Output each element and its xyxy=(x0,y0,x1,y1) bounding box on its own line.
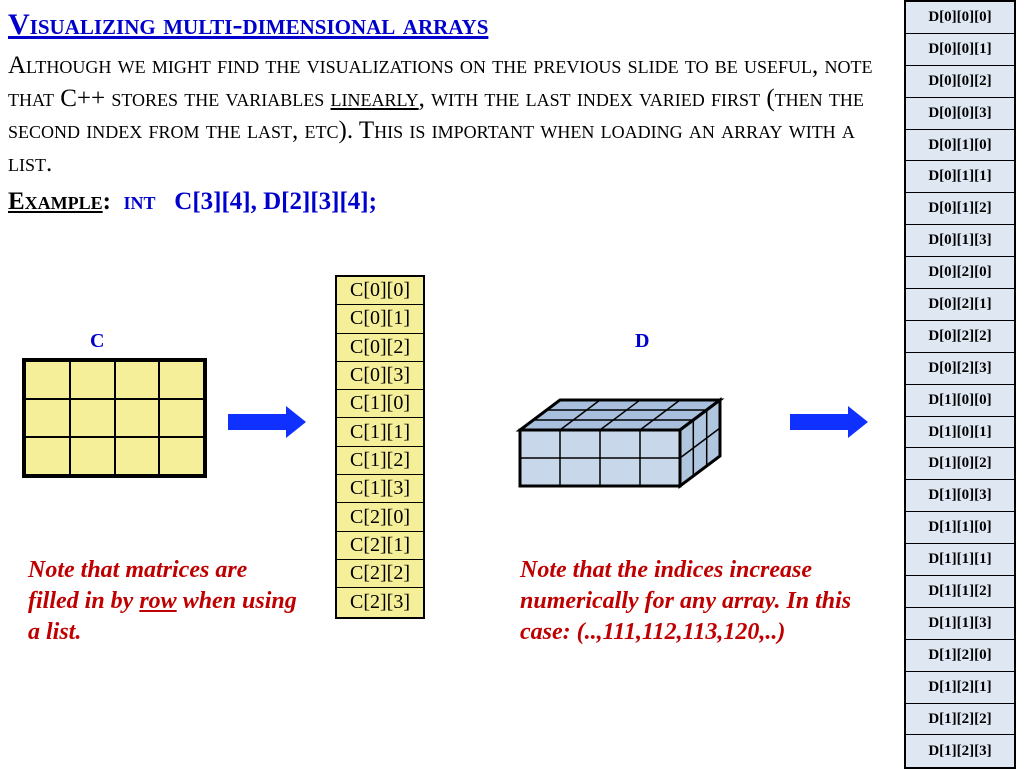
d-linear-cell: D[0][2][0] xyxy=(906,257,1014,289)
d-linear-cell: D[1][1][2] xyxy=(906,576,1014,608)
d-linear-column: D[0][0][0]D[0][0][1]D[0][0][2]D[0][0][3]… xyxy=(904,0,1016,769)
int-keyword: int xyxy=(124,188,156,215)
c-linear-cell: C[0][0] xyxy=(337,277,423,305)
c-linear-column: C[0][0]C[0][1]C[0][2]C[0][3]C[1][0]C[1][… xyxy=(335,275,425,619)
d-linear-cell: D[1][1][3] xyxy=(906,608,1014,640)
d-linear-cell: D[1][2][3] xyxy=(906,735,1014,767)
d-linear-cell: D[1][2][1] xyxy=(906,672,1014,704)
c-linear-cell: C[2][0] xyxy=(337,503,423,531)
d-linear-cell: D[0][2][1] xyxy=(906,289,1014,321)
d-linear-cell: D[0][0][3] xyxy=(906,98,1014,130)
c-linear-cell: C[1][1] xyxy=(337,418,423,446)
example-label: Example xyxy=(8,188,103,215)
c-linear-cell: C[2][2] xyxy=(337,560,423,588)
d-linear-cell: D[1][2][2] xyxy=(906,704,1014,736)
d-linear-cell: D[1][0][1] xyxy=(906,417,1014,449)
declarations: C[3][4], D[2][3][4]; xyxy=(174,188,377,215)
cube-d-3d xyxy=(510,360,760,500)
d-linear-cell: D[0][0][2] xyxy=(906,66,1014,98)
d-linear-cell: D[0][0][1] xyxy=(906,34,1014,66)
d-linear-cell: D[1][0][0] xyxy=(906,385,1014,417)
intro-paragraph: Although we might find the visualization… xyxy=(8,50,898,180)
d-linear-cell: D[1][2][0] xyxy=(906,640,1014,672)
d-linear-cell: D[0][1][3] xyxy=(906,225,1014,257)
d-linear-cell: D[1][1][1] xyxy=(906,544,1014,576)
d-linear-cell: D[0][2][2] xyxy=(906,321,1014,353)
example-line: Example: int C[3][4], D[2][3][4]; xyxy=(8,188,898,216)
cube-front-face xyxy=(520,430,680,486)
note-right: Note that the indices increase numerical… xyxy=(520,555,870,649)
d-linear-cell: D[0][1][2] xyxy=(906,193,1014,225)
example-colon: : xyxy=(103,188,111,215)
grid-c-2d xyxy=(22,358,207,478)
d-linear-cell: D[0][2][3] xyxy=(906,353,1014,385)
c-linear-cell: C[2][1] xyxy=(337,532,423,560)
content-area: Visualizing multi-dimensional arrays Alt… xyxy=(8,8,898,241)
page-title: Visualizing multi-dimensional arrays xyxy=(8,8,898,42)
arrow-d-icon xyxy=(790,414,850,430)
d-linear-cell: D[0][0][0] xyxy=(906,2,1014,34)
linearly-word: linearly xyxy=(330,85,418,112)
d-linear-cell: D[1][0][3] xyxy=(906,480,1014,512)
c-linear-cell: C[0][3] xyxy=(337,362,423,390)
d-linear-cell: D[1][1][0] xyxy=(906,512,1014,544)
d-linear-cell: D[1][0][2] xyxy=(906,448,1014,480)
d-linear-cell: D[0][1][1] xyxy=(906,161,1014,193)
c-linear-cell: C[1][0] xyxy=(337,390,423,418)
c-linear-cell: C[1][2] xyxy=(337,447,423,475)
c-linear-cell: C[1][3] xyxy=(337,475,423,503)
row-word: row xyxy=(139,588,176,614)
d-label: D xyxy=(635,330,649,353)
arrow-c-icon xyxy=(228,414,288,430)
d-linear-cell: D[0][1][0] xyxy=(906,130,1014,162)
c-linear-cell: C[0][2] xyxy=(337,334,423,362)
c-linear-cell: C[2][3] xyxy=(337,588,423,616)
note-left: Note that matrices are filled in by row … xyxy=(28,555,298,649)
c-linear-cell: C[0][1] xyxy=(337,305,423,333)
c-label: C xyxy=(90,330,104,353)
